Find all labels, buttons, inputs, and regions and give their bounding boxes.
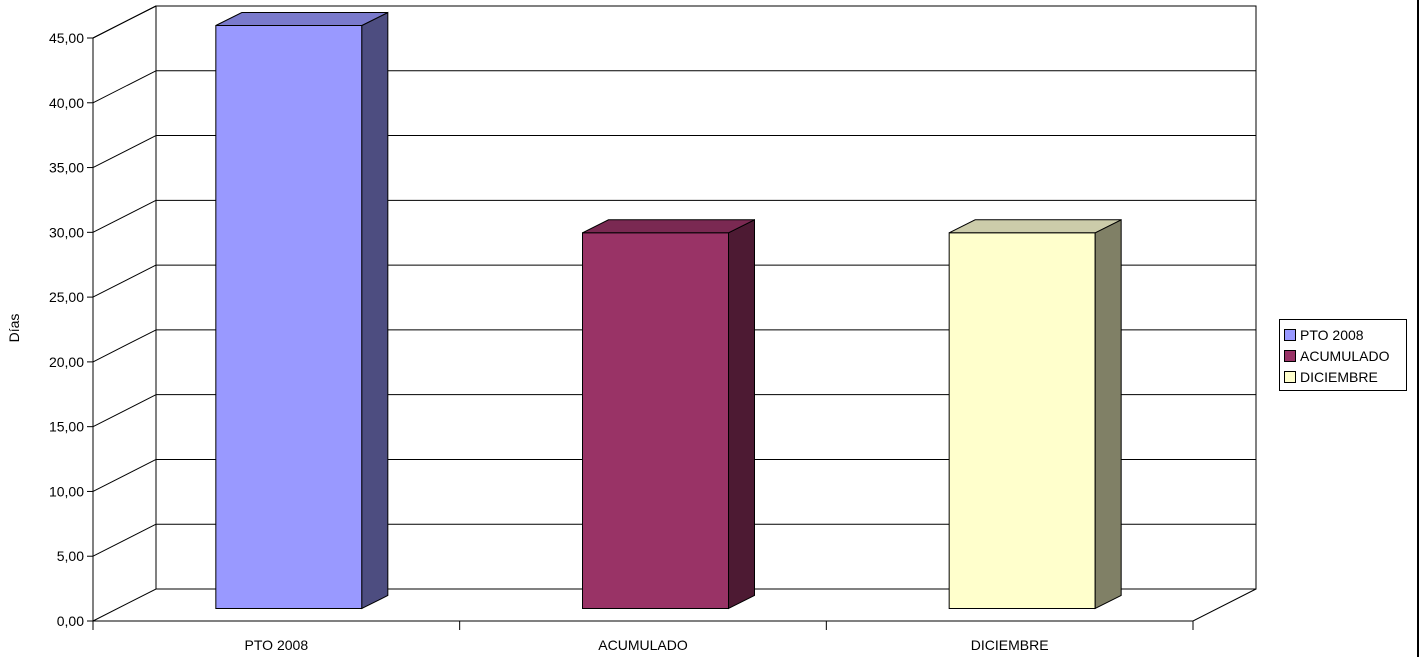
x-tick-label: PTO 2008 xyxy=(245,637,309,653)
bar-side xyxy=(1094,218,1122,610)
gridline-diagonal xyxy=(92,199,157,233)
y-tick-labels: 0,00 5,00 10,00 15,00 20,00 25,00 30,00 35,00 40… xyxy=(49,30,84,629)
y-tick-label: 10,00 xyxy=(49,483,84,499)
y-axis-label: Días xyxy=(6,314,22,343)
bar-diciembre xyxy=(948,218,1122,610)
y-tick-label: 5,00 xyxy=(57,548,84,564)
bar-side xyxy=(361,11,389,610)
gridline-diagonal xyxy=(92,458,157,492)
legend-item-pto-2008: PTO 2008 xyxy=(1284,324,1404,345)
legend-item-diciembre: DICIEMBRE xyxy=(1284,366,1404,387)
legend: PTO 2008 ACUMULADO DICIEMBRE xyxy=(1279,319,1407,391)
legend-label: PTO 2008 xyxy=(1300,326,1364,343)
bars xyxy=(215,11,1122,610)
gridline-diagonal xyxy=(92,523,157,557)
y-tick-label: 15,00 xyxy=(49,419,84,435)
gridline-diagonal xyxy=(92,264,157,298)
legend-label: DICIEMBRE xyxy=(1300,368,1378,385)
bar-acumulado xyxy=(582,218,755,610)
gridline-diagonal xyxy=(92,70,157,104)
legend-swatch-pto-2008 xyxy=(1284,328,1296,341)
gridline-diagonal xyxy=(92,394,157,428)
legend-label: ACUMULADO xyxy=(1300,347,1390,364)
bar-top xyxy=(215,12,389,26)
gridline-diagonal xyxy=(92,135,157,169)
bar-top xyxy=(948,219,1122,234)
y-tick-label: 40,00 xyxy=(49,95,84,111)
x-tick-label: DICIEMBRE xyxy=(971,637,1049,653)
y-tick-label: 30,00 xyxy=(49,224,84,240)
y-tick-label: 35,00 xyxy=(49,160,84,176)
side-wall-top-edge xyxy=(92,5,157,39)
legend-swatch-diciembre xyxy=(1284,370,1296,383)
y-tick-label: 20,00 xyxy=(49,354,84,370)
bar-front xyxy=(215,25,363,609)
y-tick-label: 45,00 xyxy=(49,30,84,46)
bar-side xyxy=(728,218,755,610)
bar-pto-2008 xyxy=(215,11,389,610)
bar-front xyxy=(948,232,1096,610)
legend-item-acumulado: ACUMULADO xyxy=(1284,345,1404,366)
x-tick-label: ACUMULADO xyxy=(598,637,688,653)
axes xyxy=(87,5,1194,630)
bar-front xyxy=(582,232,729,610)
y-tick-label: 25,00 xyxy=(49,289,84,305)
y-tick-label: 0,00 xyxy=(57,613,84,629)
bar-top xyxy=(582,219,755,234)
x-tick-labels: PTO 2008 ACUMULADO DICIEMBRE xyxy=(245,637,1049,653)
legend-swatch-acumulado xyxy=(1284,349,1296,362)
gridline-diagonal xyxy=(92,329,157,363)
